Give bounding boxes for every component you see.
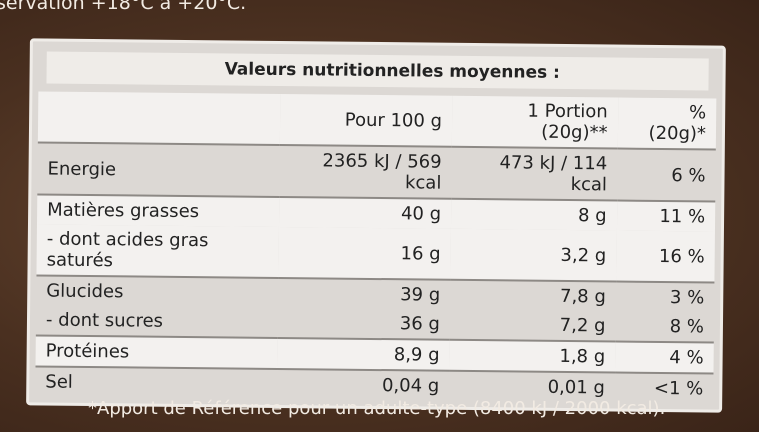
- nutrient-row: - dont acides gras saturés 16 g 3,2 g 16 %: [36, 224, 715, 283]
- header-row: Pour 100 g 1 Portion (20g)** % (20g)*: [37, 91, 717, 150]
- column-header: % (20g)*: [648, 102, 707, 145]
- nutrient-value: 7,8 g: [450, 279, 616, 312]
- nutrient-name: - dont sucres: [45, 309, 164, 332]
- nutrition-table: Pour 100 g 1 Portion (20g)** % (20g)* Ener…: [35, 91, 717, 404]
- nutrient-value: 40 g: [278, 196, 452, 229]
- nutrient-row: Energie 2365 kJ / 569 kcal 473 kJ / 114 kc…: [37, 142, 716, 202]
- nutrient-name: - dont acides gras saturés: [46, 228, 209, 272]
- nutrient-value: 4 %: [615, 341, 714, 374]
- top-note: servation +18°C à +20°C.: [0, 0, 247, 14]
- nutrient-value: 1,8 g: [449, 339, 616, 373]
- footnote: *Apport de Référence pour un adulte-type…: [88, 398, 666, 419]
- nutrient-value: 16 g: [400, 242, 441, 265]
- nutrient-value: 6 %: [616, 148, 716, 202]
- nutrient-value: 3 %: [615, 281, 715, 313]
- nutrient-value: 11 %: [616, 200, 716, 232]
- nutrient-value: 16 %: [658, 245, 705, 267]
- nutrient-value: 3,2 g: [560, 244, 607, 266]
- nutrient-value: 39 g: [277, 277, 451, 310]
- nutrient-value: 36 g: [399, 313, 441, 335]
- column-header: 1 Portion (20g)**: [527, 100, 608, 144]
- nutrient-name: Matières grasses: [36, 194, 280, 227]
- nutrient-name: Sel: [35, 366, 278, 399]
- nutrient-value: 473 kJ / 114 kcal: [451, 146, 618, 201]
- nutrient-value: 2365 kJ / 569 kcal: [279, 144, 452, 199]
- table-title: Valeurs nutritionnelles moyennes :: [46, 51, 709, 91]
- nutrient-value: 0,04 g: [277, 368, 450, 401]
- column-header: Pour 100 g: [344, 109, 443, 132]
- nutrient-value: 7,2 g: [559, 314, 606, 337]
- nutrient-name: Energie: [37, 142, 280, 197]
- nutrition-label: Valeurs nutritionnelles moyennes : Pour …: [26, 38, 726, 413]
- nutrient-name: Glucides: [36, 275, 279, 308]
- nutrient-value: 8,9 g: [277, 337, 450, 371]
- nutrient-value: 8 g: [450, 198, 617, 231]
- empty-header: [38, 91, 280, 145]
- nutrient-value: 8 %: [669, 316, 705, 338]
- nutrient-name: Protéines: [35, 335, 278, 369]
